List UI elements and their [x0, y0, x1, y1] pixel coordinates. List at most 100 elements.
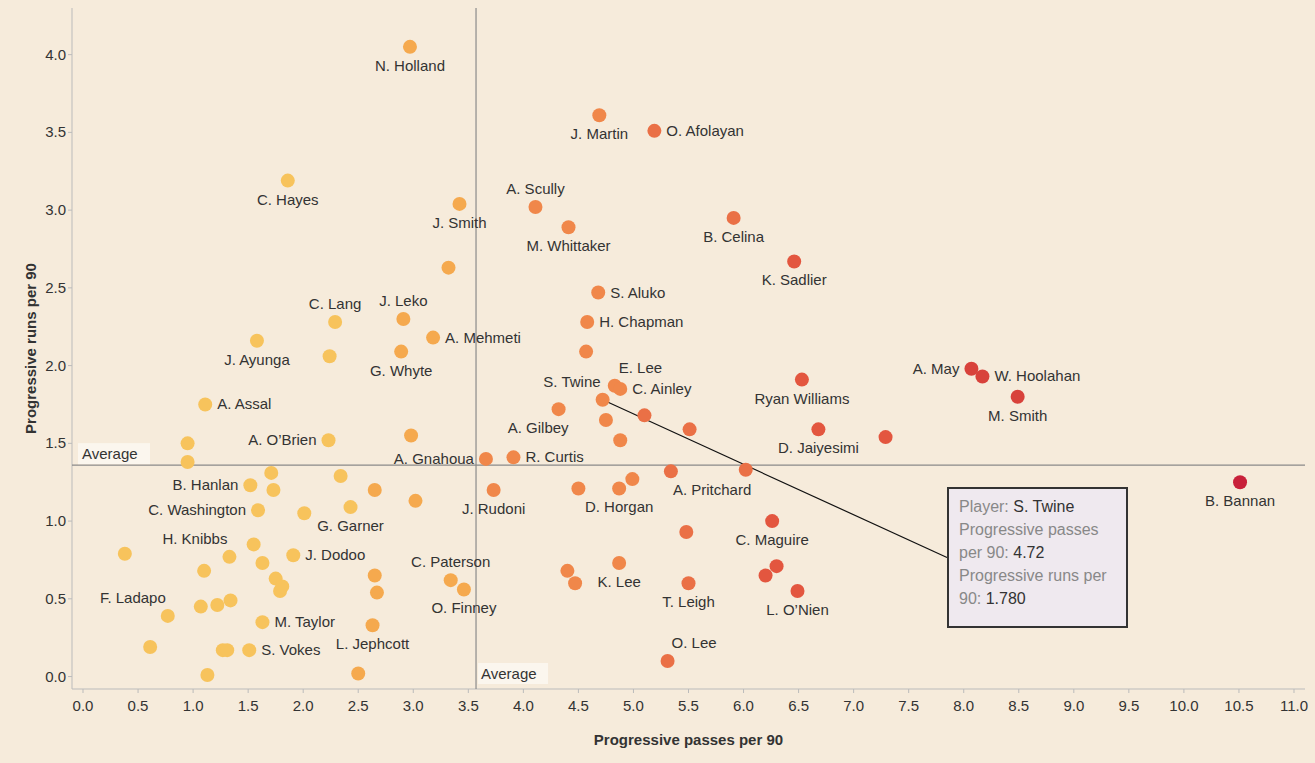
point	[118, 547, 132, 561]
point	[552, 402, 566, 416]
x-tick	[633, 689, 634, 693]
x-tick-label: 1.0	[183, 697, 204, 714]
point	[579, 345, 593, 359]
point	[396, 312, 410, 326]
point	[787, 254, 801, 268]
point	[404, 429, 418, 443]
point	[266, 483, 280, 497]
points	[118, 40, 1247, 682]
point	[242, 643, 256, 657]
x-tick	[138, 689, 139, 693]
y-axis-line	[72, 8, 73, 689]
point-label: C. Maguire	[735, 531, 808, 548]
point	[770, 559, 784, 573]
tooltip-row: Progressive runs per 90: 1.780	[959, 564, 1116, 610]
point-label: L. Jephcott	[336, 635, 410, 652]
y-tick-label: 3.0	[45, 201, 66, 218]
point	[181, 455, 195, 469]
x-tick-label: 2.0	[293, 697, 314, 714]
x-tick-label: 4.5	[568, 697, 589, 714]
x-tick-label: 6.0	[733, 697, 754, 714]
tooltip-key: Player:	[959, 498, 1009, 515]
point	[370, 586, 384, 600]
point	[661, 654, 675, 668]
y-tick	[68, 521, 72, 522]
point-label: K. Lee	[597, 573, 640, 590]
point-label: J. Smith	[432, 214, 486, 231]
point	[453, 197, 467, 211]
point	[637, 408, 651, 422]
y-tick-label: 2.5	[45, 279, 66, 296]
point-label: N. Holland	[375, 57, 445, 74]
point-labels: N. HollandJ. MartinO. AfolayanC. HayesA.…	[100, 57, 1275, 658]
chart: 0.00.51.01.52.02.53.03.54.04.55.05.56.06…	[0, 0, 1315, 763]
point	[366, 618, 380, 632]
point-label: S. Twine	[543, 373, 600, 390]
point	[194, 600, 208, 614]
x-tick	[523, 689, 524, 693]
point	[1233, 475, 1247, 489]
point-label: L. O’Nien	[766, 601, 829, 618]
x-tick-label: 0.0	[73, 697, 94, 714]
x-tick	[963, 689, 964, 693]
point-label: K. Sadlier	[762, 271, 827, 288]
point	[255, 556, 269, 570]
point	[394, 345, 408, 359]
y-tick-label: 4.0	[45, 46, 66, 63]
point	[250, 334, 264, 348]
x-tick	[688, 689, 689, 693]
point	[368, 569, 382, 583]
x-tick-label: 8.5	[1008, 697, 1029, 714]
point	[286, 548, 300, 562]
x-tick	[468, 689, 469, 693]
point	[795, 373, 809, 387]
point	[599, 413, 613, 427]
point-label: W. Hoolahan	[994, 367, 1080, 384]
x-tick	[798, 689, 799, 693]
point-label: A. May	[913, 360, 960, 377]
point	[811, 422, 825, 436]
y-average-label-bg	[78, 443, 150, 464]
point-label: C. Washington	[148, 501, 246, 518]
x-tick	[248, 689, 249, 693]
point	[479, 452, 493, 466]
point	[222, 550, 236, 564]
point	[224, 593, 238, 607]
point	[683, 422, 697, 436]
x-tick	[1238, 689, 1239, 693]
point	[625, 472, 639, 486]
point	[562, 220, 576, 234]
point-label: O. Lee	[672, 634, 717, 651]
x-tick-label: 10.0	[1169, 697, 1198, 714]
x-tick-label: 2.5	[348, 697, 369, 714]
x-tick	[578, 689, 579, 693]
point	[344, 500, 358, 514]
point	[275, 579, 289, 593]
x-tick	[1183, 689, 1184, 693]
point	[328, 315, 342, 329]
y-tick-label: 0.5	[45, 590, 66, 607]
point	[255, 615, 269, 629]
point-label: J. Dodoo	[305, 546, 365, 563]
point-label: A. Gilbey	[508, 419, 569, 436]
point-label: R. Curtis	[525, 448, 583, 465]
point	[442, 261, 456, 275]
point	[647, 124, 661, 138]
tooltip-row: Player: S. Twine	[959, 495, 1116, 518]
x-tick-label: 8.0	[953, 697, 974, 714]
point-label: S. Vokes	[261, 641, 320, 658]
point	[210, 598, 224, 612]
point	[560, 564, 574, 578]
point-label: J. Leko	[379, 292, 427, 309]
point-label: A. Mehmeti	[445, 329, 521, 346]
point	[506, 450, 520, 464]
x-average-label-bg	[478, 663, 548, 684]
x-tick	[853, 689, 854, 693]
point	[264, 466, 278, 480]
point-label: F. Ladapo	[100, 589, 166, 606]
x-tick	[1293, 689, 1294, 693]
point	[444, 573, 458, 587]
tooltip: Player: S. TwineProgressive passes per 9…	[947, 487, 1128, 628]
point	[426, 331, 440, 345]
x-tick	[908, 689, 909, 693]
